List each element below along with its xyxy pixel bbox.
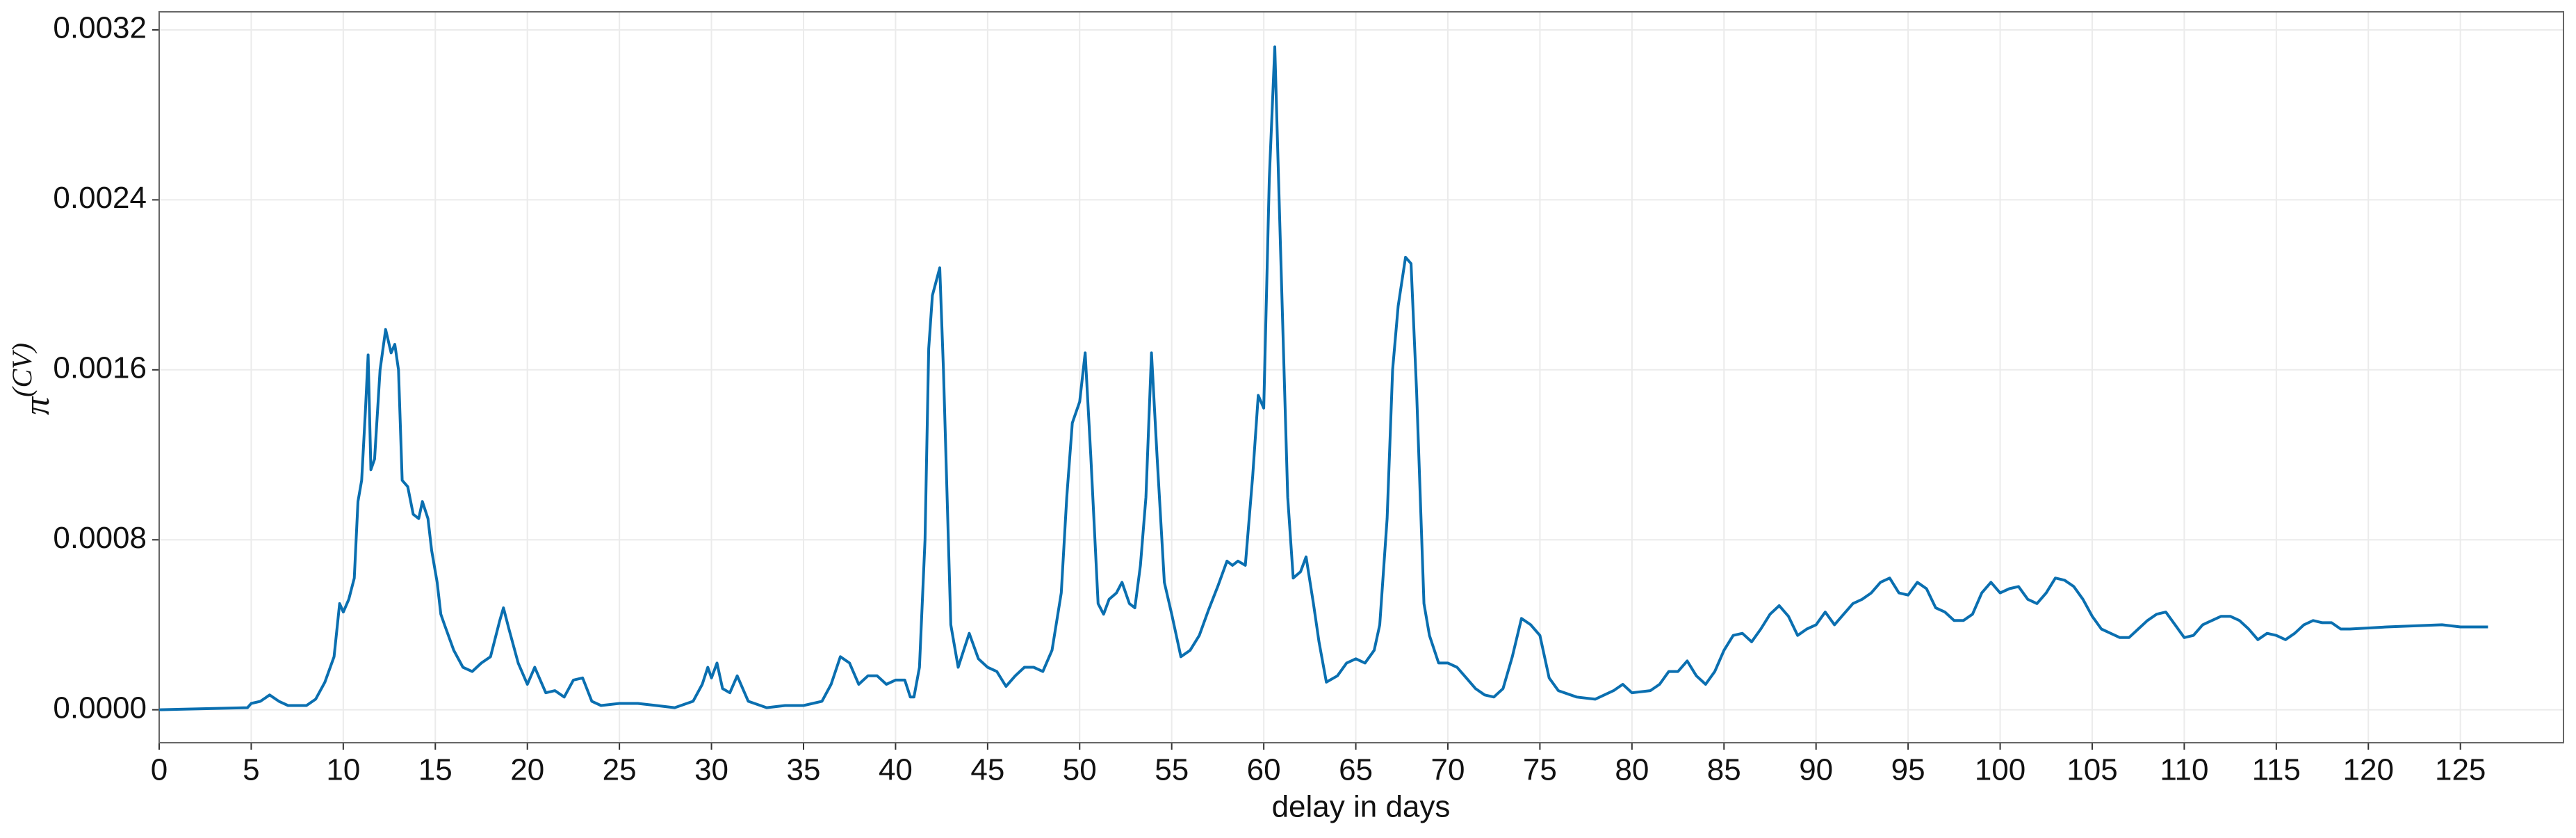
x-tick-label: 65 <box>1339 753 1373 787</box>
x-tick-label: 105 <box>2066 753 2117 787</box>
x-tick-label: 30 <box>694 753 728 787</box>
x-tick-label: 55 <box>1155 753 1189 787</box>
x-tick-label: 70 <box>1431 753 1465 787</box>
x-tick-label: 15 <box>418 753 453 787</box>
y-label-base: π <box>17 396 57 415</box>
y-tick-label: 0.0032 <box>53 11 147 45</box>
x-tick-label: 120 <box>2343 753 2394 787</box>
x-tick-label: 20 <box>510 753 544 787</box>
x-tick-label: 45 <box>970 753 1004 787</box>
x-tick-label: 35 <box>787 753 821 787</box>
x-tick-label: 50 <box>1063 753 1097 787</box>
x-tick-label: 60 <box>1247 753 1281 787</box>
x-tick-label: 40 <box>879 753 913 787</box>
x-tick-label: 10 <box>326 753 360 787</box>
x-tick-label: 80 <box>1615 753 1649 787</box>
y-axis-label: π(CV) <box>6 343 57 415</box>
x-axis-label: delay in days <box>1272 790 1451 824</box>
plot-frame <box>158 11 2564 743</box>
x-tick-label: 90 <box>1799 753 1833 787</box>
data-line <box>158 45 2488 711</box>
y-label-superscript: (CV) <box>6 343 38 397</box>
y-tick-label: 0.0016 <box>53 350 147 385</box>
x-tick-label: 100 <box>1975 753 2025 787</box>
x-tick-label: 125 <box>2435 753 2486 787</box>
x-tick-label: 25 <box>603 753 637 787</box>
x-tick-label: 110 <box>2160 753 2208 787</box>
x-tick-label: 75 <box>1523 753 1557 787</box>
x-tick-label: 115 <box>2252 753 2301 787</box>
x-tick-label: 0 <box>151 753 168 787</box>
y-tick-label: 0.0024 <box>53 181 147 215</box>
y-tick-label: 0.0008 <box>53 521 147 555</box>
y-tick-label: 0.0000 <box>53 691 147 725</box>
x-tick-label: 95 <box>1891 753 1925 787</box>
x-tick-label: 85 <box>1707 753 1741 787</box>
x-tick-label: 5 <box>243 753 259 787</box>
